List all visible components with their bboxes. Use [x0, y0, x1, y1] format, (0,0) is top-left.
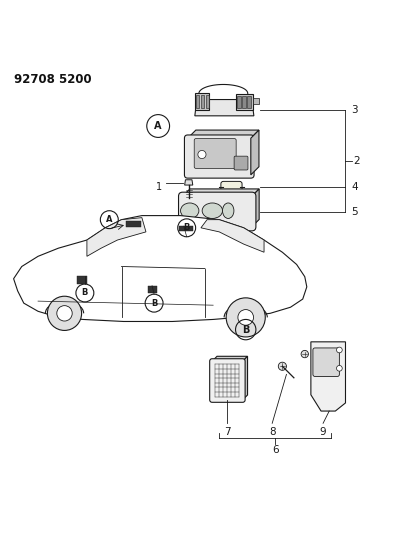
Polygon shape: [205, 95, 209, 108]
Text: B: B: [81, 288, 88, 297]
Polygon shape: [251, 189, 258, 227]
Text: B: B: [183, 223, 189, 232]
FancyBboxPatch shape: [209, 359, 245, 402]
Polygon shape: [194, 100, 253, 116]
Polygon shape: [178, 226, 192, 231]
Polygon shape: [200, 220, 263, 252]
Text: 92708 5200: 92708 5200: [13, 73, 91, 86]
FancyBboxPatch shape: [234, 156, 247, 170]
Polygon shape: [148, 286, 157, 293]
Text: B: B: [241, 325, 249, 335]
Polygon shape: [242, 356, 247, 400]
Text: A: A: [154, 121, 162, 131]
Circle shape: [198, 150, 205, 159]
Polygon shape: [182, 189, 258, 196]
Polygon shape: [76, 276, 87, 284]
Polygon shape: [196, 95, 199, 108]
Polygon shape: [184, 180, 192, 185]
Text: 1: 1: [156, 182, 162, 192]
Text: 9: 9: [319, 427, 326, 438]
Polygon shape: [125, 221, 141, 227]
Circle shape: [47, 296, 81, 330]
Polygon shape: [235, 94, 252, 110]
Polygon shape: [87, 217, 146, 256]
Text: 6: 6: [271, 445, 278, 455]
Text: 4: 4: [351, 182, 357, 192]
Ellipse shape: [180, 203, 198, 219]
Polygon shape: [200, 95, 204, 108]
FancyBboxPatch shape: [184, 135, 254, 178]
Circle shape: [226, 298, 265, 337]
Polygon shape: [13, 215, 306, 321]
FancyBboxPatch shape: [178, 192, 255, 231]
Text: 7: 7: [224, 427, 230, 438]
Circle shape: [57, 305, 72, 321]
Circle shape: [336, 366, 342, 371]
Text: 2: 2: [352, 156, 359, 166]
Text: 3: 3: [351, 104, 357, 115]
FancyBboxPatch shape: [220, 181, 241, 193]
Polygon shape: [236, 96, 240, 108]
Text: B: B: [151, 298, 157, 308]
FancyBboxPatch shape: [194, 139, 236, 168]
Text: A: A: [106, 215, 112, 224]
Polygon shape: [247, 96, 251, 108]
Circle shape: [237, 310, 253, 325]
Polygon shape: [310, 342, 345, 411]
Circle shape: [300, 350, 308, 358]
Polygon shape: [211, 356, 247, 361]
Circle shape: [278, 362, 286, 370]
Polygon shape: [252, 98, 258, 103]
Ellipse shape: [202, 203, 222, 219]
Text: 5: 5: [351, 206, 357, 216]
Text: 8: 8: [268, 427, 275, 438]
Ellipse shape: [222, 203, 234, 219]
Polygon shape: [241, 96, 245, 108]
Polygon shape: [194, 93, 209, 110]
Circle shape: [336, 347, 342, 353]
Polygon shape: [250, 130, 258, 175]
FancyBboxPatch shape: [312, 348, 339, 376]
Polygon shape: [187, 130, 258, 138]
